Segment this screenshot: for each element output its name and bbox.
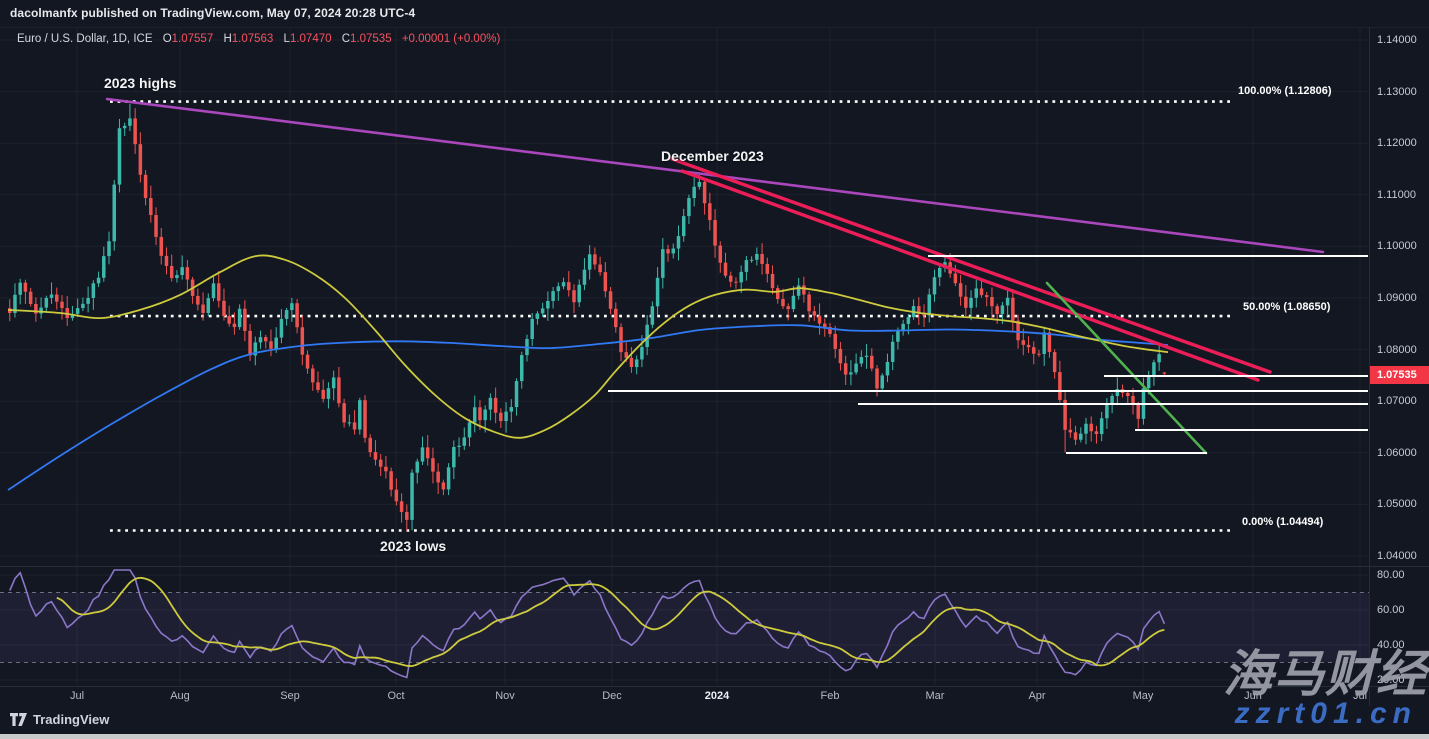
price-tick-label: 1.13000 [1377, 85, 1417, 98]
time-axis-separator [0, 686, 1429, 687]
annotation-text: 2023 lows [380, 538, 447, 554]
month-label[interactable]: Aug [170, 690, 190, 702]
month-label[interactable]: Jul [1352, 690, 1368, 702]
bottom-strip [0, 734, 1429, 739]
ma-slow-line [7, 324, 1169, 491]
price-tick-label: 1.07000 [1377, 395, 1417, 408]
symbol-title: Euro / U.S. Dollar, 1D, ICE [17, 33, 153, 45]
month-label[interactable]: Feb [820, 690, 840, 702]
trendlines[interactable] [105, 97, 1325, 455]
price-tick-label: 1.11000 [1377, 188, 1416, 201]
fib-level-label: 50.00% (1.08650) [1243, 301, 1331, 313]
month-label[interactable]: Mar [925, 690, 945, 702]
ma-fast-line [7, 254, 1169, 439]
price-tick-label: 1.10000 [1377, 240, 1417, 253]
pane-separator[interactable] [0, 566, 1429, 567]
price-tick-label: 1.08000 [1377, 343, 1417, 356]
fib-level-label: 100.00% (1.12806) [1238, 85, 1332, 97]
annotation-text: 2023 highs [104, 75, 177, 91]
ohlc-high-value: 1.07563 [231, 33, 274, 45]
ohlc-close-value: 1.07535 [350, 33, 392, 45]
site-watermark-url: zzrt01.cn [1234, 697, 1417, 730]
publish-bar: dacolmanfx published on TradingView.com,… [0, 0, 1429, 28]
rsi-ma-line [56, 576, 1165, 667]
rsi-tick-label: 80.00 [1377, 569, 1405, 581]
fib-retracement-lines[interactable] [110, 100, 1232, 532]
price-tick-label: 1.09000 [1377, 292, 1417, 304]
green-steep-downtrend [1045, 281, 1208, 455]
month-label[interactable]: May [1132, 690, 1154, 702]
pink-channel-lower [680, 169, 1260, 382]
month-label[interactable]: 2024 [704, 690, 730, 702]
rsi-pane[interactable] [0, 569, 1369, 679]
ohlc-close-key: C [341, 33, 351, 45]
moving-averages[interactable] [7, 254, 1169, 491]
ohlc-low-value: 1.07470 [289, 33, 332, 45]
month-label[interactable]: Jun [1244, 690, 1262, 702]
rsi-tick-label: 60.00 [1377, 604, 1405, 616]
price-tick-label: 1.04000 [1377, 550, 1417, 562]
price-tick-label: 1.05000 [1377, 498, 1417, 511]
symbol-legend[interactable]: Euro / U.S. Dollar, 1D, ICE O1.07557 H1.… [17, 33, 500, 45]
publish-info: dacolmanfx published on TradingView.com,… [10, 6, 416, 20]
candlestick-series[interactable] [8, 103, 1167, 532]
ohlc-open-value: 1.07557 [171, 33, 214, 45]
month-label[interactable]: Dec [602, 690, 622, 702]
rsi-line [9, 569, 1166, 679]
fib-level-label: 0.00% (1.04494) [1242, 516, 1324, 528]
support-resistance-rays[interactable] [608, 255, 1368, 454]
annotation-text: December 2023 [661, 148, 764, 164]
ohlc-high-key: H [223, 33, 232, 45]
ohlc-low-key: L [283, 33, 290, 45]
rsi-tick-label: 20.00 [1377, 674, 1405, 686]
price-change: +0.00001 (+0.00%) [401, 33, 501, 45]
month-label[interactable]: Jul [69, 690, 85, 702]
month-label[interactable]: Nov [495, 690, 515, 702]
tradingview-logo[interactable]: TradingView [10, 712, 109, 727]
ohlc-open-key: O [162, 33, 172, 45]
tradingview-logo-icon [10, 713, 27, 726]
site-watermark-cn: 海马财经 [1223, 646, 1427, 702]
month-label[interactable]: Sep [280, 690, 300, 702]
price-tick-label: 1.06000 [1377, 446, 1417, 459]
pink-channel-upper [670, 157, 1272, 374]
tradingview-logo-text: TradingView [33, 712, 110, 727]
price-axis-border [1369, 27, 1370, 706]
month-label[interactable]: Apr [1028, 690, 1046, 702]
month-label[interactable]: Oct [387, 690, 405, 702]
last-price-tag: 1.07535 [1370, 366, 1429, 384]
price-tick-label: 1.12000 [1377, 137, 1417, 150]
price-tick-label: 1.14000 [1377, 34, 1417, 46]
rsi-tick-label: 40.00 [1377, 639, 1405, 651]
